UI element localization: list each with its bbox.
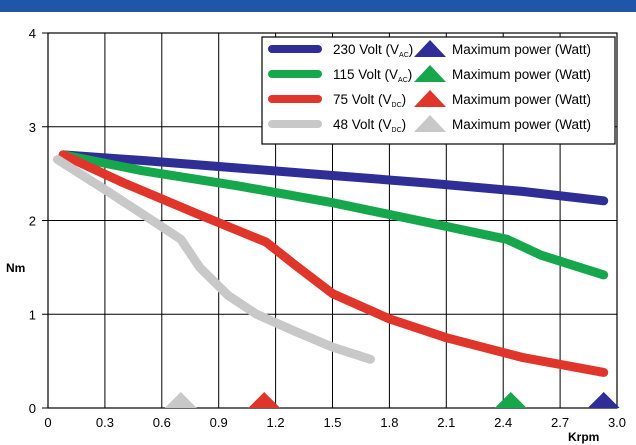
legend-series-label: 75 Volt (VDC) <box>333 92 406 109</box>
x-tick-label: 1.8 <box>380 415 398 430</box>
x-tick-label: 2.1 <box>437 415 455 430</box>
legend-series-label: 48 Volt (VDC) <box>333 117 406 134</box>
header-band <box>0 0 636 12</box>
max-power-markers <box>164 392 620 408</box>
x-tick-label: 0.9 <box>210 415 228 430</box>
x-tick-label: 1.5 <box>323 415 341 430</box>
legend-marker <box>414 90 446 107</box>
y-tick-label: 4 <box>29 26 36 41</box>
series-line <box>53 155 375 364</box>
series-line <box>58 150 609 206</box>
legend-marker <box>414 40 446 57</box>
legend-max-power-label: Maximum power (Watt) <box>452 117 591 132</box>
plot-frame <box>47 32 618 409</box>
series-line <box>58 150 609 280</box>
x-tick-label: 2.7 <box>551 415 569 430</box>
axes: 0 0.3 0.6 0.9 1.2 1.5 1.8 2.1 2.4 2.7 3.0 0 1 2 3 4 <box>29 26 626 430</box>
x-axis-label: Krpm <box>568 430 599 444</box>
x-tick-label: 0.6 <box>153 415 171 430</box>
y-axis-label: Nm <box>6 261 25 275</box>
x-tick-label: 0.3 <box>96 415 114 430</box>
max-power-marker <box>164 392 197 408</box>
series-line <box>58 150 609 377</box>
x-tick-label: 0 <box>44 415 51 430</box>
legend-series-label: 115 Volt (VAC) <box>333 67 412 84</box>
max-power-marker <box>587 392 620 408</box>
max-power-marker <box>248 392 281 408</box>
legend: 230 Volt (VAC) Maximum power (Watt) 115 Vo… <box>261 36 616 145</box>
legend-marker <box>414 65 446 82</box>
legend-max-power-label: Maximum power (Watt) <box>452 92 591 107</box>
max-power-marker <box>494 392 527 408</box>
y-tick-label: 2 <box>29 214 36 229</box>
legend-max-power-label: Maximum power (Watt) <box>452 67 591 82</box>
legend-max-power-label: Maximum power (Watt) <box>452 42 591 57</box>
series-lines <box>53 150 609 377</box>
legend-marker <box>414 115 446 132</box>
legend-series-label: 230 Volt (VAC) <box>333 42 413 59</box>
x-tick-label: 3.0 <box>608 415 626 430</box>
y-tick-label: 0 <box>29 401 36 416</box>
x-tick-label: 2.4 <box>494 415 512 430</box>
x-tick-label: 1.2 <box>267 415 285 430</box>
y-tick-label: 1 <box>29 307 36 322</box>
y-tick-label: 3 <box>29 120 36 135</box>
